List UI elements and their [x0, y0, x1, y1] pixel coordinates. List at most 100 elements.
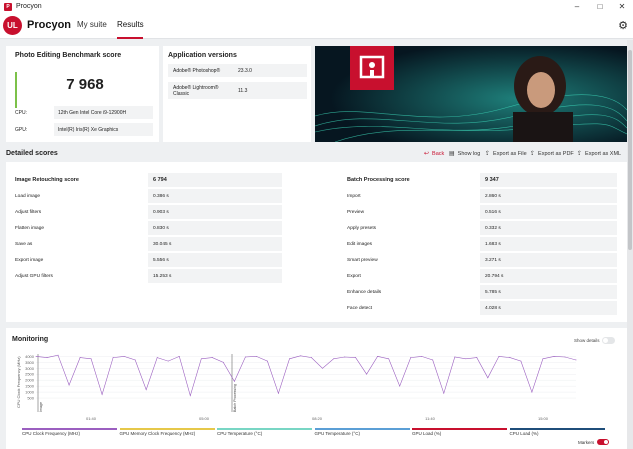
cpu-clock-point [101, 394, 103, 395]
scroll-thumb[interactable] [628, 50, 632, 250]
phase-marker-label: Image [39, 402, 43, 412]
legend-label: GPU Load (%) [412, 431, 442, 436]
legend-swatch [314, 428, 410, 430]
gear-icon[interactable]: ⚙ [618, 20, 628, 32]
metric-value: 5.556 s [148, 253, 282, 267]
gpu-label: GPU: [15, 127, 28, 133]
metric-value: 3.271 s [480, 253, 617, 267]
app-name: Adobe® Photoshop® [173, 67, 221, 74]
cpu-clock-point [421, 355, 423, 357]
app-icon: P [4, 2, 12, 11]
back-button[interactable]: ↩ Back [424, 150, 445, 158]
cpu-clock-point [289, 358, 290, 360]
table-row: Edit images 1.683 s [347, 237, 617, 251]
markers-toggle[interactable] [597, 439, 609, 445]
detailed-scores-title: Detailed scores [6, 150, 58, 157]
cpu-clock-point [300, 355, 301, 357]
app-versions-card: Application versions Adobe® Photoshop® 2… [163, 46, 311, 142]
maximize-button[interactable]: □ [597, 2, 603, 11]
phase-marker-label: Batch Processing [233, 384, 237, 412]
y-tick-label: 3000 [25, 366, 35, 371]
metric-label: Apply presets [347, 225, 377, 231]
show-details-toggle[interactable] [602, 337, 615, 344]
y-tick-label: 3500 [25, 360, 35, 365]
cpu-clock-point [443, 392, 445, 394]
cpu-value: 12th Gen Intel Core i9-12900H [54, 106, 153, 119]
x-tick-label: 01:40 [86, 416, 97, 421]
metric-value: 0.332 s [480, 221, 617, 235]
show-details-label: Show details [574, 338, 600, 343]
y-tick-label: 2000 [25, 378, 35, 383]
app-versions-title: Application versions [168, 52, 237, 59]
legend-swatch [119, 428, 215, 430]
cpu-clock-point [46, 357, 48, 358]
window-title: Procyon [16, 3, 42, 10]
cpu-clock-point [233, 380, 235, 382]
x-tick-label: 15:00 [538, 416, 549, 421]
metric-value: 20.794 s [480, 269, 617, 283]
cpu-clock-point [498, 355, 500, 357]
cpu-clock-point [531, 391, 533, 393]
tab-results[interactable]: Results [117, 20, 144, 29]
metric-value: 0.903 s [148, 205, 282, 219]
cpu-clock-point [399, 385, 401, 387]
cpu-clock-point [322, 367, 323, 369]
cpu-clock-point [487, 377, 489, 379]
ul-logo: UL [3, 16, 22, 35]
table-row: Smart preview 3.271 s [347, 253, 617, 267]
cpu-clock-point [564, 356, 566, 358]
cpu-clock-point [311, 357, 312, 358]
export-icon: ⇪ [530, 151, 536, 157]
metric-label: Smart preview [347, 257, 378, 263]
cpu-clock-point [388, 358, 390, 360]
cpu-clock-point [377, 355, 379, 357]
cpu-clock-point [278, 392, 279, 394]
metric-value: 4.028 s [480, 301, 617, 315]
table-row: Adjust filters 0.903 s [15, 205, 282, 219]
table-row: Import 2.860 s [347, 189, 617, 203]
table-row: Save as 30.045 s [15, 237, 282, 251]
legend-swatch [22, 428, 117, 430]
legend-label: GPU Temperature (°C) [314, 431, 360, 436]
export-xml-button[interactable]: ⇪ Export as XML [577, 150, 622, 158]
export-pdf-button[interactable]: ⇪ Export as PDF [530, 150, 574, 158]
export-icon: ⇪ [485, 151, 491, 157]
metric-label: Export [347, 273, 361, 279]
cpu-clock-point [57, 354, 59, 356]
cpu-clock-point [222, 361, 224, 363]
back-icon: ↩ [424, 151, 430, 157]
metric-value: 15.253 s [148, 269, 282, 283]
benchmark-score-card: Photo Editing Benchmark score 7 968 CPU:… [6, 46, 159, 142]
metric-label: Flatten image [15, 225, 45, 231]
hero-illustration [315, 46, 627, 142]
gpu-value: Intel(R) Iris(R) Xe Graphics [54, 123, 153, 136]
table-row: Adjust GPU filters 15.253 s [15, 269, 282, 283]
export-file-button[interactable]: ⇪ Export as File [485, 150, 527, 158]
monitoring-title: Monitoring [12, 336, 49, 343]
cpu-clock-point [200, 358, 202, 360]
table-row: Export 20.794 s [347, 269, 617, 283]
table-row: Enhance details 5.785 s [347, 285, 617, 299]
score-label: Batch Processing score [347, 177, 410, 183]
back-label: Back [432, 150, 445, 157]
y-tick-label: 500 [27, 396, 34, 401]
table-row: Face detect 4.028 s [347, 301, 617, 315]
close-button[interactable]: ✕ [618, 2, 626, 11]
export-file-label: Export as File [493, 150, 527, 157]
table-row: Preview 0.516 s [347, 205, 617, 219]
show-log-button[interactable]: ▤ Show log [449, 150, 480, 158]
scrollbar[interactable] [627, 40, 633, 449]
hero-image [315, 46, 627, 142]
app-version: 23.3.0 [238, 67, 252, 74]
metric-label: Adjust filters [15, 209, 42, 215]
y-tick-label: 1500 [25, 384, 35, 389]
cpu-clock-point [90, 358, 92, 360]
cpu-clock-point [465, 358, 467, 360]
tab-my-suite[interactable]: My suite [77, 20, 107, 29]
cpu-clock-point [79, 357, 81, 358]
minimize-button[interactable]: – [574, 2, 580, 11]
export-xml-label: Export as XML [585, 150, 622, 157]
table-row: Export image 5.556 s [15, 253, 282, 267]
cpu-clock-point [333, 358, 334, 360]
